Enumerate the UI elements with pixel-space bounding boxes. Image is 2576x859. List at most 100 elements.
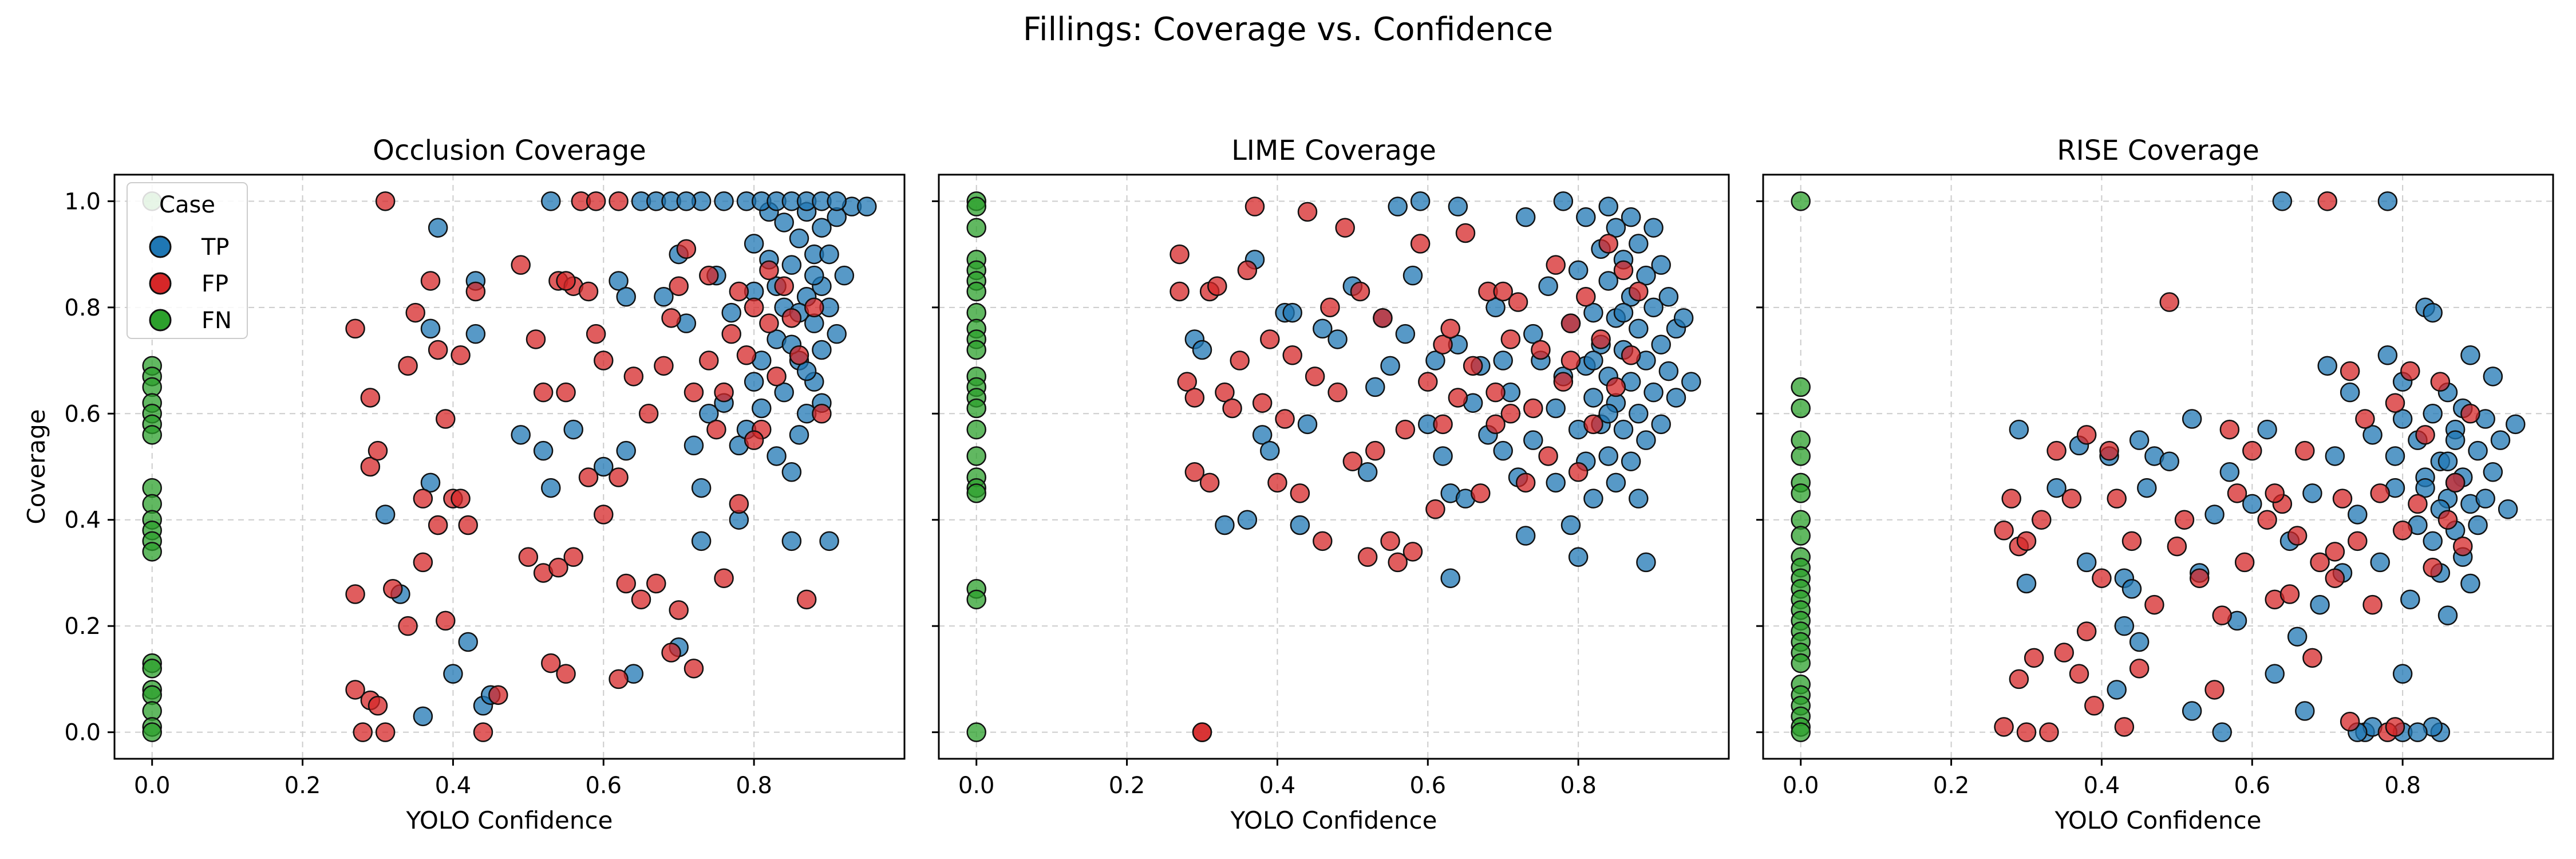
data-point-tp — [1613, 302, 1634, 323]
data-point-fn — [1791, 653, 1811, 673]
data-point-fp — [699, 350, 719, 371]
data-point-tp — [721, 302, 741, 323]
data-point-fp — [2408, 494, 2428, 514]
data-point-fp — [1583, 414, 1603, 435]
data-point-fp — [2362, 594, 2383, 615]
data-point-fp — [1184, 388, 1205, 408]
data-point-fp — [375, 191, 396, 211]
data-point-fp — [1215, 382, 1235, 403]
data-point-fp — [2385, 717, 2405, 737]
data-point-fp — [1493, 281, 1513, 302]
data-point-fn — [1791, 722, 1811, 742]
data-point-fn — [966, 446, 986, 466]
legend-label-fn: FN — [202, 308, 232, 334]
data-point-fp — [2001, 488, 2021, 509]
data-point-tp — [2490, 430, 2511, 450]
data-point-fp — [2107, 488, 2127, 509]
data-point-fp — [2009, 669, 2029, 689]
data-point-fp — [533, 382, 554, 403]
data-point-tp — [2506, 414, 2526, 435]
data-point-fp — [1568, 462, 1589, 482]
data-point-tp — [2121, 579, 2142, 599]
data-point-fp — [676, 239, 697, 259]
data-point-fp — [2370, 483, 2390, 503]
data-point-tp — [616, 287, 636, 307]
data-point-fp — [541, 653, 561, 673]
data-point-fp — [2392, 521, 2413, 541]
data-point-fp — [1621, 345, 1641, 365]
data-point-fp — [669, 276, 689, 296]
series-tp — [2009, 191, 2526, 742]
data-point-fp — [1523, 398, 1543, 419]
data-point-fn — [966, 218, 986, 238]
data-point-fp — [1327, 382, 1348, 403]
data-point-fp — [2061, 488, 2082, 509]
data-point-fp — [1184, 462, 1205, 482]
data-point-fp — [1207, 276, 1227, 296]
data-point-tp — [789, 425, 809, 445]
x-tick-label: 0.0 — [134, 773, 171, 799]
data-point-tp — [1598, 446, 1618, 466]
data-point-fp — [744, 430, 764, 450]
data-point-tp — [1629, 318, 1649, 339]
data-point-tp — [1380, 356, 1400, 376]
data-point-tp — [1538, 276, 1558, 296]
legend-label-fp: FP — [202, 271, 228, 297]
y-tick-label: 0.8 — [64, 295, 101, 321]
data-point-fp — [2415, 425, 2435, 445]
data-point-tp — [1583, 302, 1603, 323]
data-point-tp — [699, 404, 719, 424]
data-point-tp — [1515, 526, 1536, 546]
data-point-tp — [1643, 297, 1664, 318]
data-point-fp — [609, 191, 629, 211]
data-point-tp — [796, 361, 817, 381]
data-point-fp — [796, 589, 817, 610]
data-point-tp — [2370, 552, 2390, 573]
data-point-fp — [368, 440, 388, 461]
x-tick-label: 0.6 — [1409, 773, 1446, 799]
data-point-tp — [1658, 287, 1679, 307]
legend-marker-fp — [149, 272, 172, 295]
data-point-tp — [541, 478, 561, 498]
data-point-tp — [1410, 191, 1431, 211]
data-point-fp — [345, 318, 365, 339]
data-point-tp — [1433, 446, 1453, 466]
data-point-fp — [2092, 568, 2112, 588]
data-point-fp — [1192, 722, 1212, 742]
data-point-fp — [405, 302, 425, 323]
data-point-fp — [2242, 440, 2262, 461]
data-point-fn — [1791, 398, 1811, 419]
data-point-fp — [1282, 345, 1302, 365]
x-tick-label: 0.4 — [435, 773, 472, 799]
data-point-tp — [781, 255, 802, 275]
data-point-fp — [2114, 717, 2135, 737]
data-point-tp — [2129, 430, 2150, 450]
data-point-fp — [812, 404, 832, 424]
data-point-fp — [1448, 388, 1468, 408]
data-point-tp — [1560, 515, 1581, 535]
data-point-fp — [2279, 584, 2300, 604]
data-point-fp — [2076, 621, 2097, 641]
data-point-tp — [1598, 404, 1618, 424]
data-point-tp — [1297, 414, 1318, 435]
data-point-fp — [1342, 451, 1363, 471]
data-point-tp — [2242, 494, 2262, 514]
data-point-fp — [2400, 361, 2420, 381]
data-point-tp — [1357, 462, 1378, 482]
data-point-tp — [1598, 271, 1618, 291]
data-point-tp — [2295, 701, 2315, 721]
data-point-fp — [736, 345, 757, 365]
data-point-fp — [669, 600, 689, 620]
data-point-fn — [1791, 377, 1811, 397]
panel-2: 0.0 0.2 0.4 0.6 0.8 LIME Coverage YOLO Confide… — [932, 135, 1730, 834]
data-point-fp — [2317, 191, 2337, 211]
data-point-tp — [752, 398, 772, 419]
data-point-fp — [2039, 722, 2059, 742]
data-point-fp — [2287, 526, 2308, 546]
data-point-fp — [1471, 483, 1491, 503]
data-point-tp — [1388, 196, 1408, 216]
x-tick-label: 0.6 — [2234, 773, 2270, 799]
data-point-fp — [458, 515, 478, 535]
data-point-tp — [1252, 425, 1273, 445]
data-point-fp — [360, 388, 381, 408]
